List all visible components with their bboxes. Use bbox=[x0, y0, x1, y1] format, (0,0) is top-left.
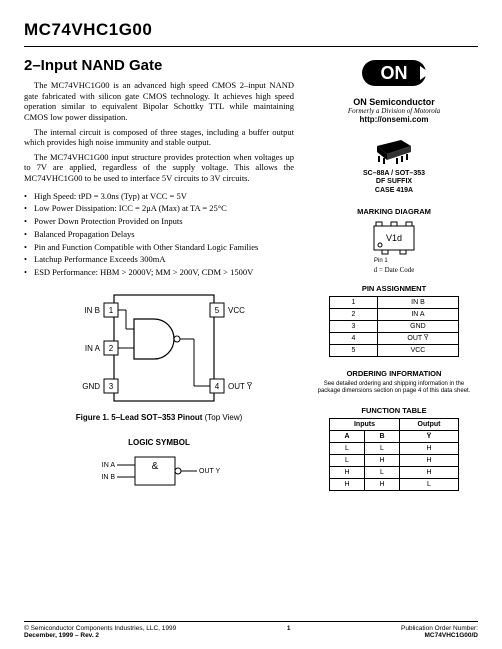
svg-text:&: & bbox=[152, 461, 159, 472]
pin-table-title: PIN ASSIGNMENT bbox=[310, 284, 478, 293]
intro-para-3: The MC74VHC1G00 input structure provides… bbox=[24, 152, 294, 184]
pin-label: IN A bbox=[85, 344, 101, 353]
page-title: 2–Input NAND Gate bbox=[24, 57, 294, 74]
intro-para-2: The internal circuit is composed of thre… bbox=[24, 127, 294, 148]
feature-item: High Speed: tPD = 3.0ns (Typ) at VCC = 5… bbox=[24, 190, 294, 203]
marking-title: MARKING DIAGRAM bbox=[310, 207, 478, 216]
footer-pub-number: MC74VHC1G00/D bbox=[425, 632, 478, 639]
divider bbox=[24, 46, 478, 47]
brand-name: ON Semiconductor bbox=[310, 97, 478, 107]
page-footer: © Semiconductor Components Industries, L… bbox=[24, 621, 478, 639]
feature-list: High Speed: tPD = 3.0ns (Typ) at VCC = 5… bbox=[24, 190, 294, 279]
svg-text:1: 1 bbox=[109, 306, 114, 315]
figure-caption-rest: (Top View) bbox=[202, 413, 242, 422]
part-number: MC74VHC1G00 bbox=[24, 20, 478, 40]
package-line-2: DF SUFFIX bbox=[310, 178, 478, 186]
table-row: LHH bbox=[330, 454, 459, 466]
table-row: 4OUT Y̅ bbox=[330, 333, 459, 345]
pinout-svg: 1 2 3 5 4 IN B IN A GND VCC OUT Y̅ bbox=[64, 289, 254, 409]
svg-text:V1d: V1d bbox=[386, 233, 402, 243]
footer-right: Publication Order Number: MC74VHC1G00/D bbox=[401, 625, 478, 639]
feature-item: Low Power Dissipation: ICC = 2μA (Max) a… bbox=[24, 202, 294, 215]
feature-item: ESD Performance: HBM > 2000V; MM > 200V,… bbox=[24, 266, 294, 279]
table-row: HLH bbox=[330, 466, 459, 478]
brand-url: http://onsemi.com bbox=[310, 115, 478, 124]
brand-tagline: Formerly a Division of Motorola bbox=[310, 107, 478, 115]
left-column: 2–Input NAND Gate The MC74VHC1G00 is an … bbox=[24, 57, 294, 491]
ordering-title: ORDERING INFORMATION bbox=[310, 369, 478, 378]
table-row: 5VCC bbox=[330, 345, 459, 357]
figure-caption: Figure 1. 5–Lead SOT–353 Pinout (Top Vie… bbox=[24, 413, 294, 422]
package-icon bbox=[371, 136, 417, 166]
footer-left: © Semiconductor Components Industries, L… bbox=[24, 625, 176, 639]
feature-item: Balanced Propagation Delays bbox=[24, 228, 294, 241]
table-row: 3GND bbox=[330, 321, 459, 333]
svg-text:2: 2 bbox=[109, 344, 114, 353]
package-line-3: CASE 419A bbox=[310, 187, 478, 195]
pin-label: GND bbox=[82, 382, 100, 391]
logic-symbol-svg: & IN A IN B OUT Y bbox=[89, 451, 229, 491]
pinout-figure: 1 2 3 5 4 IN B IN A GND VCC OUT Y̅ bbox=[64, 289, 254, 409]
pin-label: IN B bbox=[84, 306, 100, 315]
feature-item: Pin and Function Compatible with Other S… bbox=[24, 241, 294, 254]
svg-text:Pin 1: Pin 1 bbox=[374, 258, 388, 264]
ordering-text: See detailed ordering and shipping infor… bbox=[310, 381, 478, 395]
svg-text:3: 3 bbox=[109, 382, 114, 391]
figure-caption-bold: Figure 1. 5–Lead SOT–353 Pinout bbox=[76, 413, 203, 422]
pin-label: VCC bbox=[228, 306, 245, 315]
intro-para-1: The MC74VHC1G00 is an advanced high spee… bbox=[24, 80, 294, 123]
logic-symbol-title: LOGIC SYMBOL bbox=[24, 438, 294, 447]
svg-text:IN A: IN A bbox=[102, 462, 116, 469]
pin-assignment-table: 1IN B 2IN A 3GND 4OUT Y̅ 5VCC bbox=[329, 296, 459, 357]
footer-copyright: © Semiconductor Components Industries, L… bbox=[24, 625, 176, 632]
feature-item: Latchup Performance Exceeds 300mA bbox=[24, 253, 294, 266]
table-row: HHL bbox=[330, 478, 459, 490]
two-column-layout: 2–Input NAND Gate The MC74VHC1G00 is an … bbox=[24, 57, 478, 491]
table-header-row: A B Y̅ bbox=[330, 430, 459, 442]
marking-note: d = Date Code bbox=[310, 266, 478, 274]
right-column: ON ON Semiconductor Formerly a Division … bbox=[310, 57, 478, 491]
svg-text:4: 4 bbox=[215, 382, 220, 391]
footer-date: December, 1999 – Rev. 2 bbox=[24, 632, 99, 639]
pin-label: OUT Y̅ bbox=[228, 382, 253, 391]
table-header-row: Inputs Output bbox=[330, 418, 459, 430]
svg-text:ON: ON bbox=[381, 63, 408, 83]
footer-pub-label: Publication Order Number: bbox=[401, 625, 478, 632]
func-table-title: FUNCTION TABLE bbox=[310, 406, 478, 415]
footer-page-number: 1 bbox=[287, 625, 291, 639]
table-row: LLH bbox=[330, 442, 459, 454]
table-row: 1IN B bbox=[330, 297, 459, 309]
svg-text:OUT Y: OUT Y bbox=[199, 468, 220, 475]
on-logo-icon: ON bbox=[352, 57, 436, 93]
package-line-1: SC–88A / SOT–353 bbox=[310, 170, 478, 178]
function-table: Inputs Output A B Y̅ LLH LHH HLH HHL bbox=[329, 418, 459, 491]
page: MC74VHC1G00 2–Input NAND Gate The MC74VH… bbox=[0, 0, 502, 491]
marking-diagram-svg: V1d Pin 1 bbox=[362, 220, 426, 264]
svg-text:IN B: IN B bbox=[101, 474, 115, 481]
table-row: 2IN A bbox=[330, 309, 459, 321]
feature-item: Power Down Protection Provided on Inputs bbox=[24, 215, 294, 228]
svg-text:5: 5 bbox=[215, 306, 220, 315]
